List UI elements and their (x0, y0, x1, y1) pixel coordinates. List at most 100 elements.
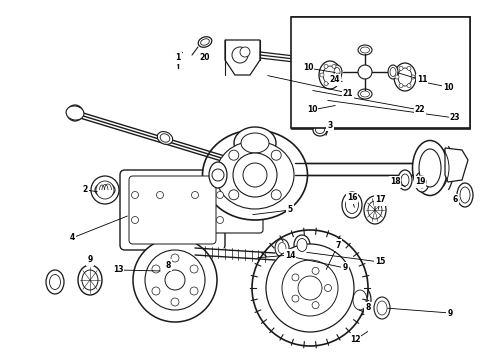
Ellipse shape (361, 47, 369, 53)
Text: 14: 14 (285, 251, 295, 260)
Text: 23: 23 (450, 113, 460, 122)
Ellipse shape (200, 39, 209, 45)
Text: 3: 3 (327, 121, 333, 130)
Circle shape (292, 274, 299, 281)
Text: 10: 10 (303, 63, 313, 72)
Ellipse shape (49, 274, 60, 289)
Ellipse shape (160, 134, 170, 142)
Text: 22: 22 (415, 105, 425, 114)
Text: 9: 9 (447, 309, 453, 318)
Ellipse shape (335, 69, 345, 77)
Text: 15: 15 (375, 257, 385, 266)
Circle shape (131, 216, 139, 224)
Circle shape (271, 190, 281, 200)
Circle shape (217, 192, 223, 198)
Circle shape (336, 73, 340, 77)
Circle shape (243, 163, 267, 187)
Circle shape (298, 276, 322, 300)
Ellipse shape (304, 57, 316, 67)
Circle shape (312, 267, 319, 274)
Text: 8: 8 (366, 303, 371, 312)
Circle shape (217, 216, 223, 224)
Circle shape (399, 84, 403, 88)
Circle shape (233, 153, 277, 197)
Circle shape (190, 265, 198, 273)
FancyBboxPatch shape (129, 176, 216, 244)
Ellipse shape (323, 66, 337, 84)
Circle shape (282, 260, 338, 316)
Ellipse shape (275, 239, 289, 257)
Ellipse shape (398, 170, 412, 190)
Circle shape (190, 287, 198, 295)
Ellipse shape (319, 61, 341, 89)
Ellipse shape (198, 37, 212, 47)
Ellipse shape (313, 124, 327, 136)
Ellipse shape (460, 187, 470, 203)
Text: 11: 11 (417, 76, 427, 85)
Circle shape (152, 265, 160, 273)
Circle shape (165, 270, 185, 290)
Text: 9: 9 (87, 256, 93, 265)
Text: 16: 16 (347, 194, 357, 202)
Ellipse shape (390, 68, 396, 77)
Text: 13: 13 (113, 266, 123, 274)
Circle shape (156, 192, 164, 198)
Ellipse shape (415, 172, 429, 192)
Ellipse shape (374, 297, 390, 319)
Circle shape (131, 192, 139, 198)
Circle shape (240, 47, 250, 57)
Text: 19: 19 (415, 177, 425, 186)
Ellipse shape (345, 197, 359, 213)
Ellipse shape (401, 174, 409, 186)
Circle shape (192, 192, 198, 198)
Text: 10: 10 (307, 105, 317, 114)
Circle shape (212, 169, 224, 181)
FancyBboxPatch shape (120, 170, 225, 250)
Ellipse shape (294, 235, 310, 255)
Ellipse shape (278, 243, 286, 253)
Ellipse shape (334, 68, 340, 77)
Ellipse shape (353, 290, 367, 310)
Ellipse shape (332, 65, 342, 79)
Ellipse shape (216, 141, 294, 209)
Ellipse shape (377, 301, 387, 315)
Circle shape (292, 295, 299, 302)
Circle shape (96, 181, 114, 199)
Ellipse shape (368, 201, 382, 219)
Circle shape (324, 82, 328, 86)
Circle shape (399, 66, 403, 70)
Circle shape (232, 47, 248, 63)
Ellipse shape (364, 196, 386, 224)
Circle shape (171, 254, 179, 262)
Circle shape (152, 287, 160, 295)
Circle shape (229, 150, 239, 160)
Ellipse shape (316, 126, 324, 134)
Circle shape (324, 64, 328, 68)
Circle shape (133, 238, 217, 322)
Circle shape (407, 66, 411, 70)
Circle shape (266, 244, 354, 332)
Circle shape (171, 298, 179, 306)
Ellipse shape (332, 67, 348, 78)
Circle shape (312, 302, 319, 309)
Circle shape (332, 64, 336, 68)
Ellipse shape (349, 285, 371, 315)
Ellipse shape (95, 183, 115, 197)
Ellipse shape (66, 106, 84, 120)
Text: 20: 20 (200, 54, 210, 63)
Ellipse shape (78, 265, 102, 295)
Text: 7: 7 (335, 240, 341, 249)
Ellipse shape (419, 149, 441, 187)
Text: 10: 10 (443, 82, 453, 91)
Circle shape (324, 284, 332, 292)
Ellipse shape (388, 65, 398, 79)
Text: 12: 12 (350, 336, 360, 345)
Text: 18: 18 (390, 177, 400, 186)
Text: 5: 5 (288, 206, 293, 215)
Circle shape (67, 105, 83, 121)
Circle shape (332, 82, 336, 86)
Ellipse shape (202, 130, 308, 220)
Text: 1: 1 (175, 54, 181, 63)
Ellipse shape (394, 63, 416, 91)
Ellipse shape (342, 192, 362, 218)
